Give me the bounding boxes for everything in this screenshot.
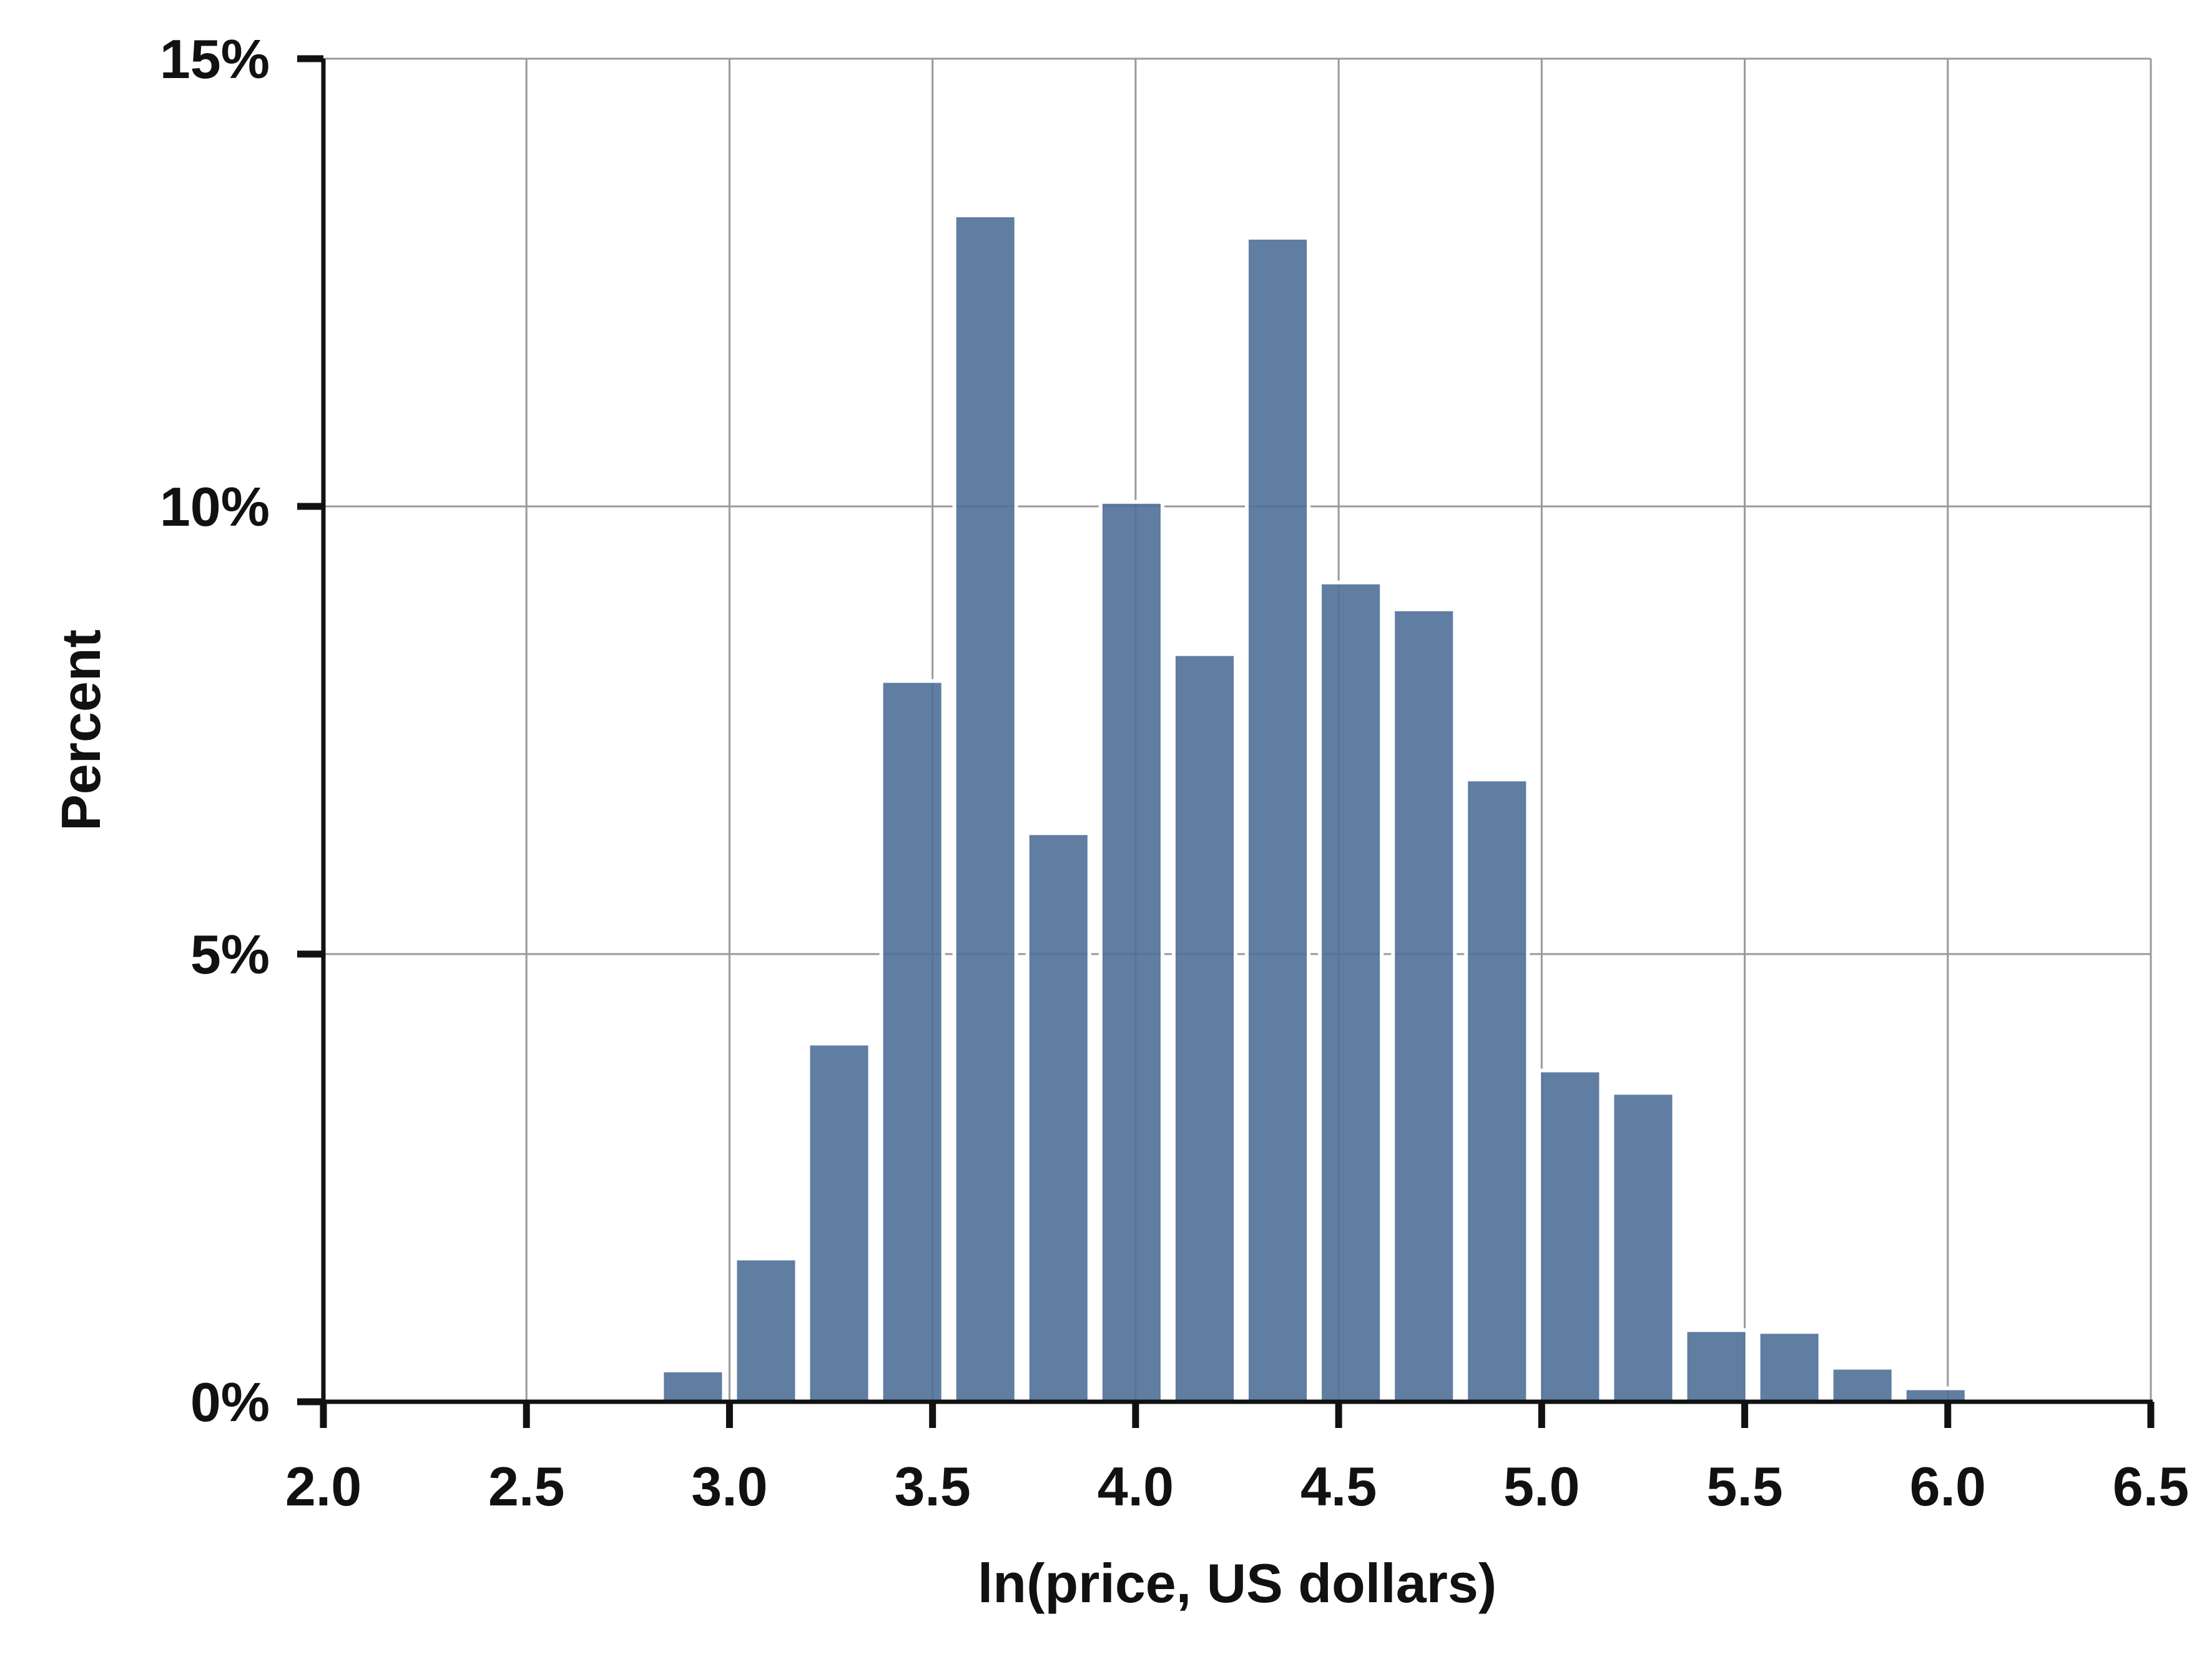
x-tick-label: 5.0 xyxy=(1503,1455,1580,1517)
histogram-bar xyxy=(1756,1330,1822,1404)
histogram-bar xyxy=(1610,1091,1676,1404)
tick-labels: 2.0 2.5 3.0 3.5 4.0 4.5 5.0 5.5 6.0 6.5 0% 5% 10% 15% xyxy=(160,28,2189,1517)
y-axis-label: Percent xyxy=(50,629,112,831)
histogram-bar xyxy=(1171,652,1238,1404)
histogram-bar xyxy=(1245,235,1311,1404)
histogram-bar xyxy=(806,1041,872,1404)
x-tick-label: 6.0 xyxy=(1910,1455,1986,1517)
x-tick-label: 2.0 xyxy=(285,1455,361,1517)
y-tick-label: 10% xyxy=(160,476,270,538)
histogram-bar xyxy=(1537,1068,1603,1404)
y-tick-label: 15% xyxy=(160,28,270,90)
x-tick-label: 5.5 xyxy=(1706,1455,1782,1517)
x-tick-label: 3.5 xyxy=(894,1455,970,1517)
histogram-bars xyxy=(660,213,1969,1404)
histogram-bar xyxy=(660,1368,726,1404)
axes xyxy=(297,55,2155,1428)
x-axis-label: ln(price, US dollars) xyxy=(978,1552,1497,1614)
x-tick-label: 3.0 xyxy=(691,1455,767,1517)
histogram-bar xyxy=(1025,831,1091,1404)
y-tick-label: 0% xyxy=(190,1371,270,1433)
x-tick-label: 4.0 xyxy=(1098,1455,1174,1517)
x-tick-label: 6.5 xyxy=(2113,1455,2189,1517)
histogram-bar xyxy=(879,679,945,1404)
histogram-bar xyxy=(1391,607,1457,1404)
histogram-bar xyxy=(1829,1366,1895,1404)
x-tick-label: 2.5 xyxy=(488,1455,564,1517)
histogram-bar xyxy=(952,213,1018,1404)
histogram-bar xyxy=(1318,580,1384,1404)
histogram-bar xyxy=(1464,777,1530,1404)
histogram-bar xyxy=(1683,1328,1749,1404)
x-tick-label: 4.5 xyxy=(1300,1455,1377,1517)
histogram-bar xyxy=(733,1256,799,1404)
y-tick-label: 5% xyxy=(190,923,270,985)
histogram-bar xyxy=(1098,500,1164,1404)
